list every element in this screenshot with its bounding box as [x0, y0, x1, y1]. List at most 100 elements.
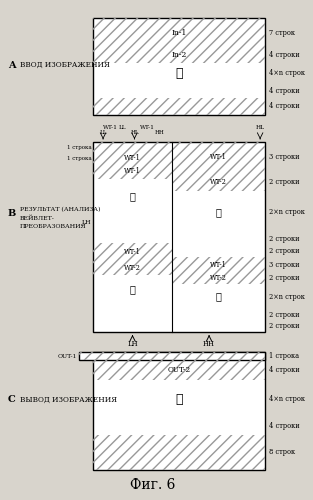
Bar — [93, 262, 172, 276]
Text: WT-1: WT-1 — [103, 125, 118, 130]
Bar — [93, 380, 265, 418]
Bar — [172, 173, 265, 191]
Bar — [172, 256, 265, 272]
Bar — [93, 352, 265, 470]
Bar — [93, 153, 172, 164]
Text: ⋮: ⋮ — [130, 286, 136, 294]
Text: LH: LH — [127, 340, 138, 348]
Bar — [93, 47, 265, 62]
Bar — [93, 276, 172, 304]
Text: 7 строк: 7 строк — [269, 28, 295, 36]
Text: WT-1: WT-1 — [210, 260, 227, 268]
Text: РЕЗУЛЬТАТ (АНАЛИЗА): РЕЗУЛЬТАТ (АНАЛИЗА) — [20, 208, 100, 212]
Bar — [93, 216, 172, 229]
Bar — [93, 360, 265, 380]
Bar — [93, 18, 265, 47]
Text: 2 строки: 2 строки — [269, 236, 300, 244]
Text: WT-2: WT-2 — [210, 274, 227, 282]
Bar — [79, 352, 265, 360]
Text: 4 строки: 4 строки — [269, 86, 300, 94]
Text: ⋮: ⋮ — [130, 192, 136, 202]
Text: OUT-2: OUT-2 — [167, 366, 191, 374]
Text: LL: LL — [99, 130, 107, 135]
Text: WT-1: WT-1 — [124, 248, 141, 256]
Bar — [79, 352, 265, 360]
Text: 2 строки: 2 строки — [269, 178, 300, 186]
Text: 3 строки: 3 строки — [269, 154, 300, 162]
Bar — [93, 304, 172, 318]
Bar — [93, 18, 265, 115]
Bar — [93, 418, 265, 434]
Text: HH: HH — [203, 340, 215, 348]
Text: C: C — [8, 396, 16, 404]
Text: WT-1: WT-1 — [124, 154, 141, 162]
Bar — [172, 245, 265, 256]
Bar — [172, 191, 265, 234]
Bar — [172, 234, 265, 245]
Bar — [172, 272, 265, 284]
Text: ВЕЙВЛЕТ-: ВЕЙВЛЕТ- — [20, 215, 54, 221]
Text: WT-1: WT-1 — [210, 154, 227, 162]
Text: ПРЕОБРАЗОВАНИЯ: ПРЕОБРАЗОВАНИЯ — [20, 224, 86, 228]
Text: 3 строки: 3 строки — [269, 260, 300, 268]
Bar — [172, 142, 265, 173]
Text: 2 строки: 2 строки — [269, 310, 300, 318]
Text: In-1: In-1 — [172, 28, 187, 36]
Bar — [172, 284, 265, 309]
Text: LL: LL — [119, 125, 126, 130]
Text: A: A — [8, 60, 15, 70]
Text: ВЫВОД ИЗОБРАЖЕНИЯ: ВЫВОД ИЗОБРАЖЕНИЯ — [20, 396, 117, 404]
Text: WT-1: WT-1 — [140, 125, 155, 130]
Bar — [93, 262, 172, 276]
Bar — [93, 142, 172, 153]
Text: 2 строки: 2 строки — [269, 274, 300, 282]
Text: 4 строки: 4 строки — [269, 366, 300, 374]
Bar — [93, 434, 265, 470]
Text: 1 строка: 1 строка — [67, 145, 91, 150]
Bar — [93, 62, 265, 84]
Bar — [93, 47, 265, 62]
Bar — [93, 164, 172, 178]
Text: ⋮: ⋮ — [175, 67, 183, 80]
Bar — [172, 272, 265, 284]
Bar — [93, 242, 172, 262]
Text: 4 строки: 4 строки — [269, 422, 300, 430]
Text: Фиг. 6: Фиг. 6 — [131, 478, 176, 492]
Text: WT-2: WT-2 — [210, 178, 227, 186]
Text: 1 строка: 1 строка — [67, 156, 91, 161]
Text: 4×n строк: 4×n строк — [269, 395, 305, 403]
Bar — [172, 173, 265, 191]
Bar — [93, 18, 265, 47]
Text: 8 строк: 8 строк — [269, 448, 295, 456]
Bar — [93, 164, 172, 178]
Text: 4 строки: 4 строки — [269, 102, 300, 110]
Bar — [172, 320, 265, 332]
Bar — [93, 98, 265, 115]
Text: LH: LH — [82, 220, 91, 224]
Text: 2×n строк: 2×n строк — [269, 208, 305, 216]
Bar — [93, 229, 172, 242]
Bar — [79, 352, 265, 360]
Bar — [93, 318, 172, 332]
Text: 2 строки: 2 строки — [269, 247, 300, 255]
Text: ⋮: ⋮ — [175, 392, 183, 406]
Bar — [93, 242, 172, 262]
Text: 1 строка: 1 строка — [269, 352, 299, 360]
Text: ⋮: ⋮ — [216, 292, 222, 301]
Text: 2 строки: 2 строки — [269, 322, 300, 330]
Text: OUT-1: OUT-1 — [57, 354, 77, 358]
Text: ВВОД ИЗОБРАЖЕНИЯ: ВВОД ИЗОБРАЖЕНИЯ — [20, 61, 110, 69]
Text: 4 строки: 4 строки — [269, 51, 300, 59]
Bar — [93, 142, 265, 332]
Text: WT-2: WT-2 — [124, 264, 141, 272]
Bar — [172, 256, 265, 272]
Bar — [93, 142, 172, 153]
Text: HH: HH — [155, 130, 165, 135]
Text: HL: HL — [256, 125, 264, 130]
Bar — [93, 153, 172, 164]
Text: 2×n строк: 2×n строк — [269, 292, 305, 300]
Bar — [172, 309, 265, 320]
Text: WT-1: WT-1 — [124, 167, 141, 175]
Bar — [93, 98, 265, 115]
Text: 4×n строк: 4×n строк — [269, 70, 305, 78]
